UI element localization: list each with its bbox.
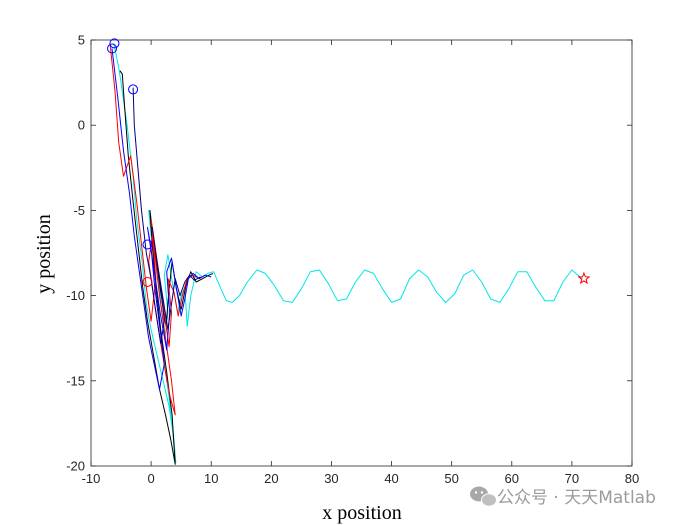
series-line-4 (111, 48, 212, 390)
x-tick-label: 60 (505, 471, 519, 486)
x-tick-label: 20 (264, 471, 278, 486)
circle-marker-1 (109, 38, 120, 49)
watermark: 公众号 · 天天Matlab (470, 486, 656, 508)
x-tick-label: -10 (82, 471, 101, 486)
series-line-5 (132, 87, 201, 344)
star-marker (577, 271, 591, 285)
circle-marker-3 (128, 84, 139, 95)
x-axis-label: x position (322, 502, 401, 524)
series-line-3 (109, 45, 206, 416)
circle-marker-5 (142, 276, 153, 287)
y-tick-label: 5 (78, 33, 85, 48)
x-tick-label: 50 (444, 471, 458, 486)
y-tick-label: -15 (66, 373, 85, 388)
y-tick-label: -10 (66, 288, 85, 303)
x-tick-label: 40 (384, 471, 398, 486)
y-tick-label: -20 (66, 459, 85, 474)
x-tick-label: 30 (324, 471, 338, 486)
marker-layer (107, 38, 591, 287)
series-layer (109, 43, 583, 465)
watermark-text: 公众号 · 天天Matlab (497, 488, 656, 508)
x-tick-label: 10 (204, 471, 218, 486)
y-tick-label: 0 (78, 118, 85, 133)
series-line-1 (113, 43, 583, 464)
wechat-icon (470, 486, 497, 507)
plot-area (90, 39, 633, 467)
x-tick-label: 80 (625, 471, 639, 486)
y-tick-label: -5 (73, 203, 85, 218)
plot-frame (90, 39, 633, 467)
circle-marker-2 (107, 43, 118, 54)
y-axis-label: y position (33, 214, 55, 293)
x-tick-label: 70 (565, 471, 579, 486)
circle-marker-4 (142, 239, 153, 250)
x-tick-label: 0 (147, 471, 154, 486)
series-line-2 (119, 70, 214, 465)
